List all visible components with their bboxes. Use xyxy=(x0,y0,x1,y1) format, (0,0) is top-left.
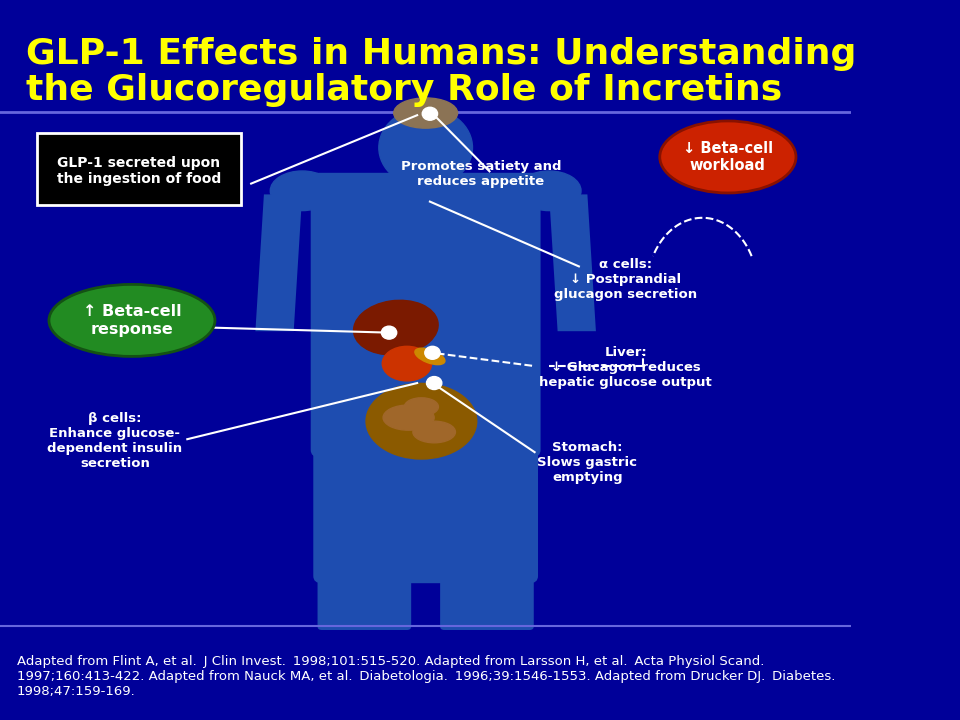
Ellipse shape xyxy=(413,421,455,443)
Text: ↓ Beta-cell
workload: ↓ Beta-cell workload xyxy=(683,141,773,174)
Polygon shape xyxy=(255,194,302,331)
Ellipse shape xyxy=(415,348,444,364)
Ellipse shape xyxy=(366,383,477,459)
FancyBboxPatch shape xyxy=(313,432,538,583)
Ellipse shape xyxy=(353,300,438,355)
Ellipse shape xyxy=(383,405,434,431)
Ellipse shape xyxy=(404,398,439,416)
Text: Liver:
↓ Glucagon reduces
hepatic glucose output: Liver: ↓ Glucagon reduces hepatic glucos… xyxy=(540,346,712,389)
FancyBboxPatch shape xyxy=(318,551,411,630)
FancyBboxPatch shape xyxy=(440,551,534,630)
Ellipse shape xyxy=(660,121,796,193)
Circle shape xyxy=(381,326,396,339)
FancyBboxPatch shape xyxy=(311,173,540,457)
Circle shape xyxy=(379,108,472,187)
FancyBboxPatch shape xyxy=(405,151,446,189)
Text: β cells:
Enhance glucose-
dependent insulin
secretion: β cells: Enhance glucose- dependent insu… xyxy=(47,413,182,470)
Circle shape xyxy=(426,377,442,390)
Text: Adapted from Flint A, et al.  J Clin Invest.  1998;101:515-520. Adapted from Lar: Adapted from Flint A, et al. J Clin Inve… xyxy=(17,655,838,698)
Text: Promotes satiety and
reduces appetite: Promotes satiety and reduces appetite xyxy=(400,161,562,188)
Text: the Glucoregulatory Role of Incretins: the Glucoregulatory Role of Incretins xyxy=(26,73,781,107)
Text: Stomach:
Slows gastric
emptying: Stomach: Slows gastric emptying xyxy=(538,441,637,484)
Ellipse shape xyxy=(382,346,432,381)
Text: GLP-1 secreted upon
the ingestion of food: GLP-1 secreted upon the ingestion of foo… xyxy=(57,156,221,186)
Text: GLP-1 Effects in Humans: Understanding: GLP-1 Effects in Humans: Understanding xyxy=(26,37,856,71)
Ellipse shape xyxy=(394,98,458,128)
Text: α cells:
↓ Postprandial
glucagon secretion: α cells: ↓ Postprandial glucagon secreti… xyxy=(554,258,697,301)
Polygon shape xyxy=(549,194,596,331)
FancyBboxPatch shape xyxy=(36,133,241,205)
Text: ↑ Beta-cell
response: ↑ Beta-cell response xyxy=(83,304,181,337)
Ellipse shape xyxy=(517,171,581,211)
Ellipse shape xyxy=(49,284,215,356)
Ellipse shape xyxy=(271,171,334,211)
Circle shape xyxy=(425,346,440,359)
Circle shape xyxy=(422,107,438,120)
